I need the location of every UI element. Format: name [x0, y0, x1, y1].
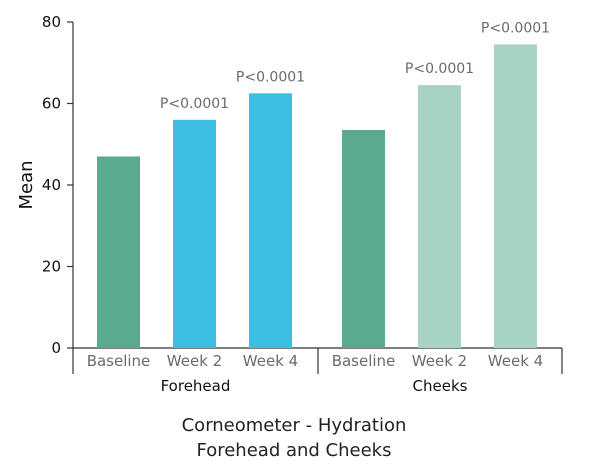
- y-tick-label: 60: [42, 95, 61, 113]
- x-tick-label: Week 2: [167, 352, 222, 370]
- group-axis: Forehead Cheeks: [72, 348, 563, 395]
- bar-forehead-week-2: [173, 119, 216, 348]
- bar-cheeks-baseline: [342, 129, 385, 348]
- axes: [72, 22, 562, 349]
- y-ticks: 0 20 40 60 80: [42, 13, 73, 357]
- p-value-label: P<0.0001: [160, 96, 229, 112]
- y-tick-label: 20: [42, 258, 61, 276]
- x-tick-label: Week 4: [488, 352, 543, 370]
- y-tick-label: 0: [51, 339, 61, 357]
- bar-forehead-week-4: [249, 93, 292, 348]
- chart-subtitle: Forehead and Cheeks: [197, 440, 392, 461]
- bar-forehead-baseline: [97, 156, 140, 348]
- group-label: Forehead: [161, 377, 231, 395]
- bar-cheeks-week-4: [494, 44, 537, 348]
- category-labels: Baseline Week 2 Week 4 Baseline Week 2 Week 4: [87, 352, 544, 370]
- bar-cheeks-week-2: [418, 85, 461, 348]
- p-value-label: P<0.0001: [236, 69, 305, 85]
- chart-title: Corneometer - Hydration: [182, 415, 407, 436]
- group-label: Cheeks: [413, 377, 468, 395]
- x-tick-label: Week 4: [243, 352, 298, 370]
- y-tick-label: 40: [42, 176, 61, 194]
- x-tick-label: Baseline: [332, 352, 396, 370]
- x-tick-label: Week 2: [412, 352, 467, 370]
- x-tick-label: Baseline: [87, 352, 151, 370]
- y-axis-label: Mean: [16, 160, 37, 209]
- y-tick-label: 80: [42, 13, 61, 31]
- p-value-label: P<0.0001: [405, 61, 474, 77]
- bars: P<0.0001 P<0.0001 P<0.0001 P<0.0001: [97, 20, 550, 348]
- p-value-label: P<0.0001: [481, 20, 550, 36]
